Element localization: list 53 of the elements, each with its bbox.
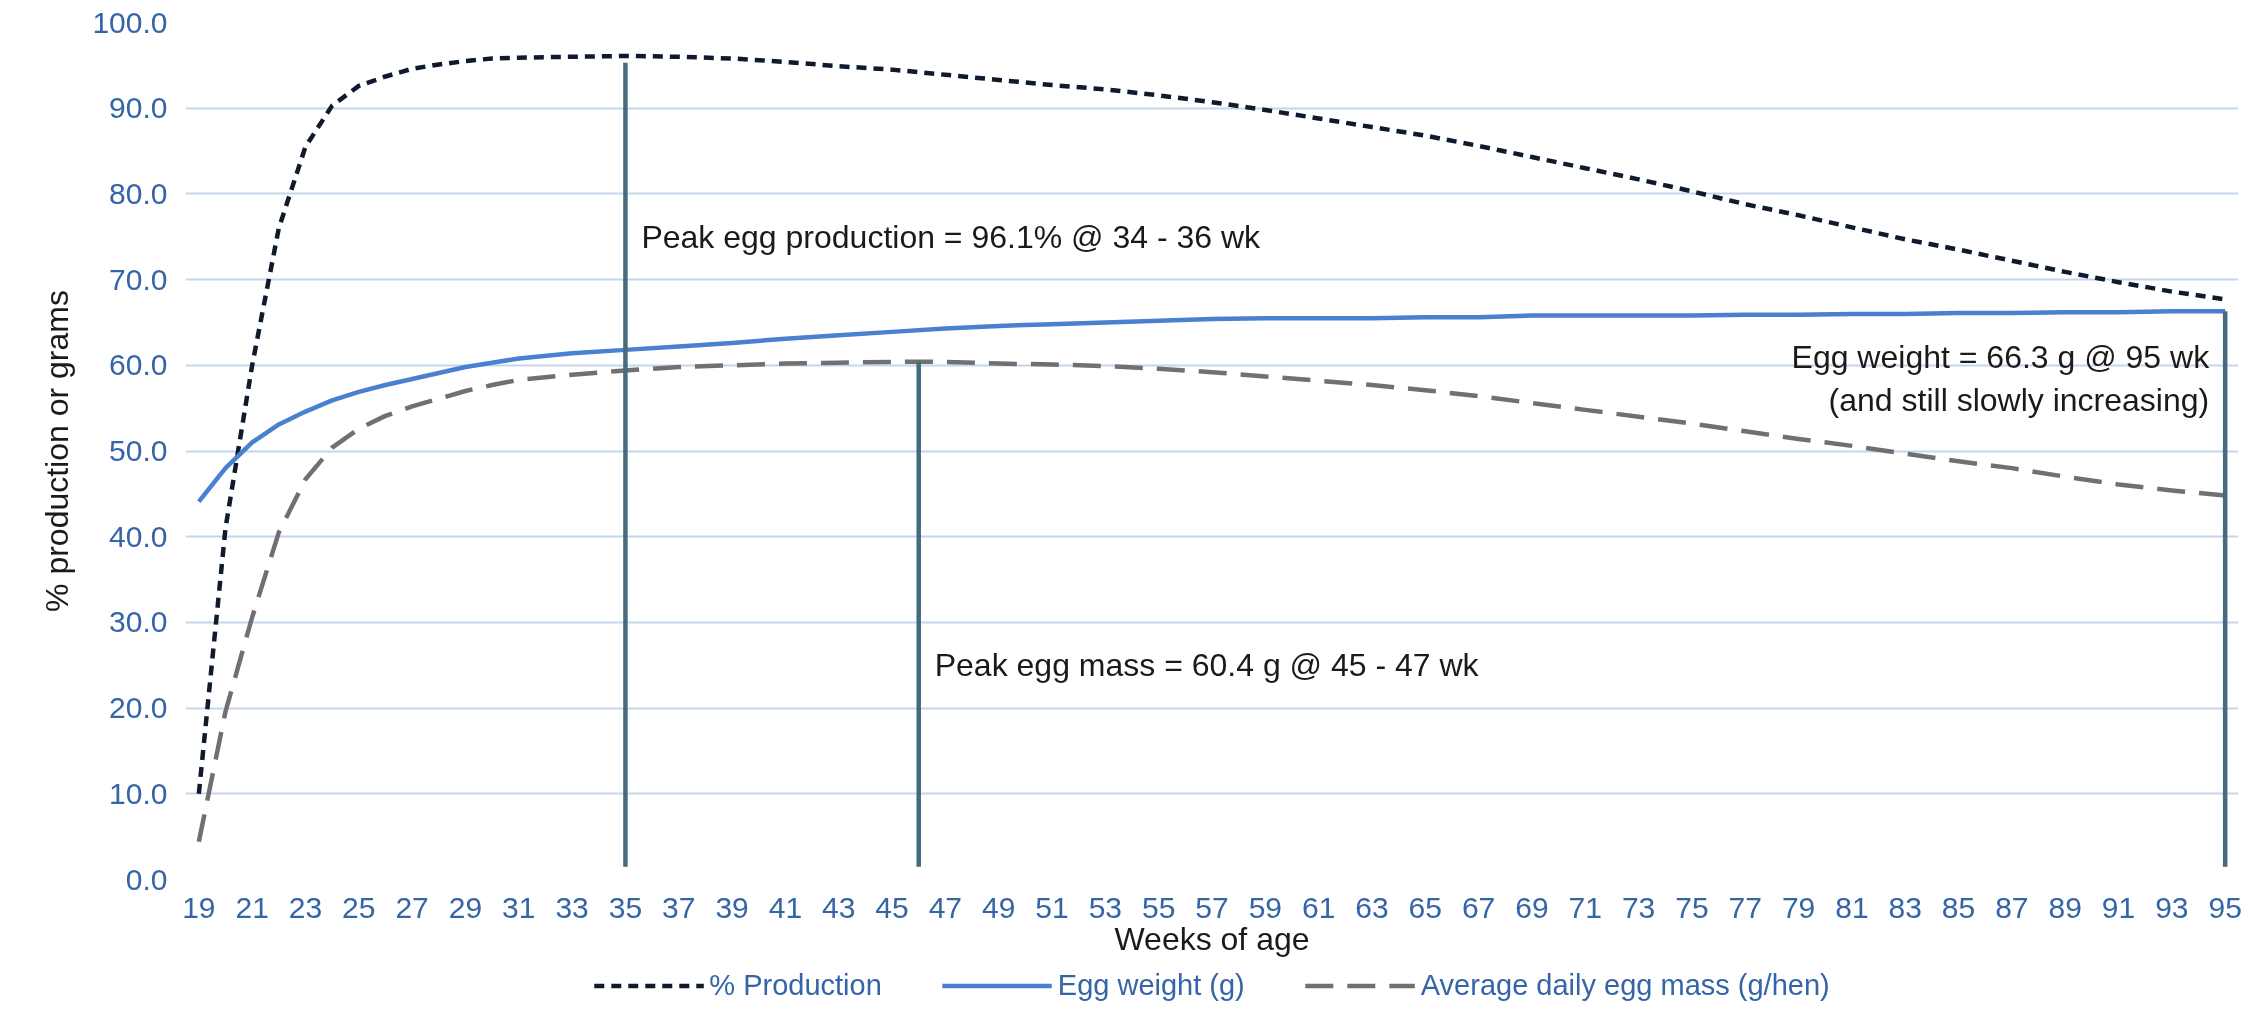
x-tick-label: 51 bbox=[1035, 890, 1069, 924]
x-tick-label: 73 bbox=[1621, 890, 1656, 924]
x-tick-label: 93 bbox=[2155, 890, 2189, 924]
x-tick-label: 85 bbox=[1941, 890, 1976, 924]
x-tick-label: 25 bbox=[342, 890, 376, 924]
y-axis-title: % production or grams bbox=[39, 290, 76, 612]
y-tick-label: 90.0 bbox=[109, 91, 168, 125]
x-tick-label: 29 bbox=[448, 890, 483, 924]
x-tick-label: 45 bbox=[875, 890, 909, 924]
x-tick-label: 21 bbox=[235, 890, 269, 924]
x-tick-label: 75 bbox=[1675, 890, 1709, 924]
x-tick-label: 39 bbox=[715, 890, 749, 924]
x-tick-label: 63 bbox=[1355, 890, 1389, 924]
x-tick-label: 35 bbox=[608, 890, 643, 924]
x-tick-label: 65 bbox=[1408, 890, 1442, 924]
y-tick-label: 50.0 bbox=[109, 434, 168, 467]
x-tick-label: 67 bbox=[1461, 890, 1496, 924]
x-tick-label: 33 bbox=[555, 890, 589, 924]
x-tick-label: 83 bbox=[1888, 890, 1922, 924]
x-tick-label: 81 bbox=[1835, 890, 1869, 924]
x-tick-label: 47 bbox=[928, 890, 963, 924]
y-tick-label: 70.0 bbox=[109, 262, 168, 296]
annotation: Peak egg mass = 60.4 g @ 45 - 47 wk bbox=[934, 647, 1480, 684]
y-tick-label: 30.0 bbox=[109, 605, 168, 639]
x-tick-label: 89 bbox=[2048, 890, 2082, 924]
x-tick-label: 23 bbox=[288, 890, 323, 924]
x-tick-label: 19 bbox=[182, 890, 216, 924]
annotation: Egg weight = 66.3 g @ 95 wk (and still slowly increasing) bbox=[1791, 338, 2211, 418]
y-tick-label: 100.0 bbox=[92, 5, 168, 39]
legend-label: Egg weight (g) bbox=[1057, 968, 1245, 1002]
x-tick-label: 43 bbox=[822, 890, 856, 924]
legend-label: Average daily egg mass (g/hen) bbox=[1420, 968, 1830, 1002]
y-tick-label: 80.0 bbox=[109, 176, 168, 210]
x-tick-label: 77 bbox=[1728, 890, 1762, 924]
legend-label: % Production bbox=[709, 968, 882, 1002]
x-tick-label: 31 bbox=[502, 890, 536, 924]
x-tick-label: 27 bbox=[395, 890, 429, 924]
x-tick-label: 79 bbox=[1781, 890, 1816, 924]
x-tick-label: 87 bbox=[1995, 890, 2029, 924]
x-tick-label: 49 bbox=[982, 890, 1016, 924]
y-tick-label: 60.0 bbox=[109, 348, 168, 382]
x-tick-label: 95 bbox=[2208, 890, 2242, 924]
x-tick-label: 71 bbox=[1568, 890, 1602, 924]
line-series bbox=[196, 309, 2228, 504]
annotation: Peak egg production = 96.1% @ 34 - 36 wk bbox=[641, 218, 1262, 255]
y-tick-label: 0.0 bbox=[125, 862, 168, 896]
y-tick-label: 10.0 bbox=[109, 776, 168, 810]
y-tick-label: 20.0 bbox=[109, 691, 168, 725]
x-tick-label: 91 bbox=[2101, 890, 2136, 924]
x-tick-label: 37 bbox=[662, 890, 696, 924]
x-tick-label: 41 bbox=[768, 890, 803, 924]
x-tick-label: 69 bbox=[1515, 890, 1549, 924]
y-tick-label: 40.0 bbox=[109, 519, 168, 553]
